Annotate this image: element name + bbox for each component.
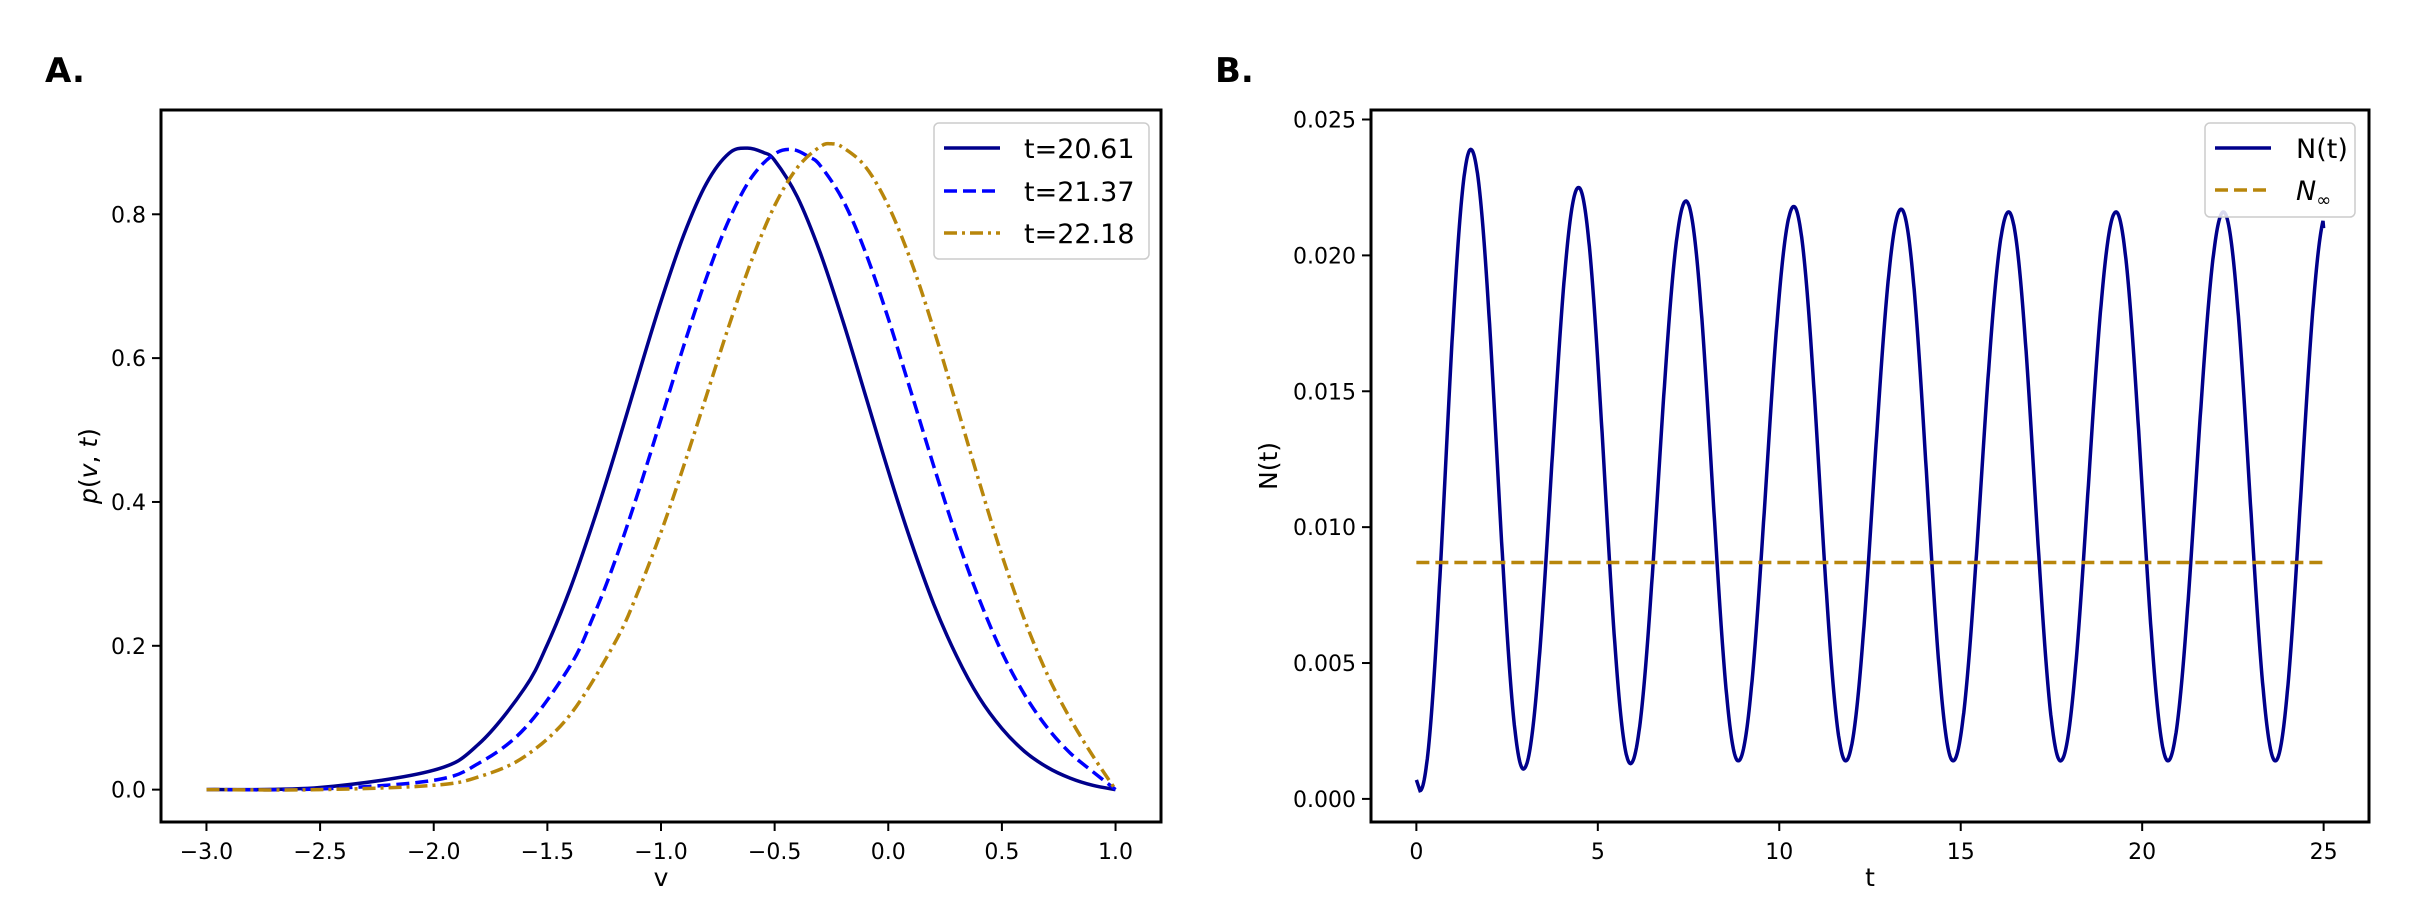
legend-label-t2061: t=20.61 [1024,134,1135,165]
panel-b-legend: N(t) N∞ [2204,122,2356,218]
panel-a-xtick-label: −3.0 [180,840,233,865]
panel-a-legend: t=20.61 t=21.37 t=22.18 [933,122,1150,260]
series-line-n-t [1414,147,2326,793]
ylabel-open-paren: ( [74,478,103,488]
panel-b-xlabel: t [1865,863,1875,892]
legend-label-t2218: t=22.18 [1024,219,1135,250]
panel-a-label: A. [45,51,85,91]
panel-b-ytick-label: 0.005 [1293,652,1356,677]
panel-b-ytick-label: 0.000 [1293,788,1356,813]
ylabel-t: t [74,437,103,448]
panel-a-xtick-label: 0.0 [871,840,906,865]
panel-a-ytick-label: 0.0 [111,779,146,804]
panel-a-xlabel: v [654,863,669,892]
panel-a-ylabel: p(v, t) [74,428,103,505]
panel-b-ticks: 0 5 10 15 20 25 0.000 0.005 0.010 0.015 0.020 0.025 [1293,109,2338,865]
series-line-t-20-61 [206,146,1116,792]
ylabel-comma: , [74,448,103,464]
panel-b: B. 0 5 10 15 20 25 0.000 0.005 0.010 0.015 0.020 0.… [1215,51,2371,892]
n-inf-sub: ∞ [2316,190,2331,211]
panel-b-ytick-label: 0.010 [1293,516,1356,541]
series-line-t-21-37 [206,147,1117,792]
panel-a-xtick-label: 1.0 [1098,840,1133,865]
panel-b-ytick-label: 0.020 [1293,244,1356,269]
ylabel-v: v [74,462,103,478]
panel-b-xtick-label: 5 [1591,840,1605,865]
legend-label-n: N(t) [2296,134,2348,165]
panel-b-xtick-label: 10 [1765,840,1793,865]
panel-b-series [1414,147,2326,793]
panel-b-xtick-label: 0 [1409,840,1423,865]
panel-a-xtick-label: −1.5 [521,840,574,865]
panel-a-ytick-label: 0.6 [111,347,146,372]
panel-a-xtick-label: −0.5 [748,840,801,865]
panel-b-ytick-label: 0.025 [1293,109,1356,134]
panel-b-label: B. [1215,51,1254,91]
panel-b-ytick-label: 0.015 [1293,380,1356,405]
panel-a-xtick-label: −1.0 [634,840,687,865]
n-inf-main: N [2296,176,2316,207]
panel-a-ticks: −3.0 −2.5 −2.0 −1.5 −1.0 −0.5 0.0 0.5 1.0 0.0 0.2 0… [111,203,1133,865]
ylabel-close-paren: ) [74,428,103,438]
panel-a-series [206,141,1117,792]
ylabel-p: p [74,488,103,505]
panel-b-xtick-label: 15 [1947,840,1975,865]
panel-a-ytick-label: 0.2 [111,635,146,660]
panel-b-frame [1369,108,2371,824]
panel-a-xtick-label: −2.0 [407,840,460,865]
panel-a: A. −3.0 −2.5 −2.0 −1.5 −1.0 −0.5 0.0 0.5 1.0 0.0 0… [45,51,1163,892]
panel-b-xtick-label: 25 [2310,840,2338,865]
panel-b-ylabel: N(t) [1254,442,1283,490]
legend-label-n-inf: N∞ [2296,176,2331,211]
panel-a-ytick-label: 0.4 [111,491,146,516]
legend-box [933,122,1150,260]
panel-b-xtick-label: 20 [2128,840,2156,865]
panel-a-ytick-label: 0.8 [111,203,146,228]
panel-a-frame [159,108,1163,824]
panel-a-xtick-label: 0.5 [984,840,1019,865]
legend-label-t2137: t=21.37 [1024,177,1135,208]
panel-a-xtick-label: −2.5 [293,840,346,865]
